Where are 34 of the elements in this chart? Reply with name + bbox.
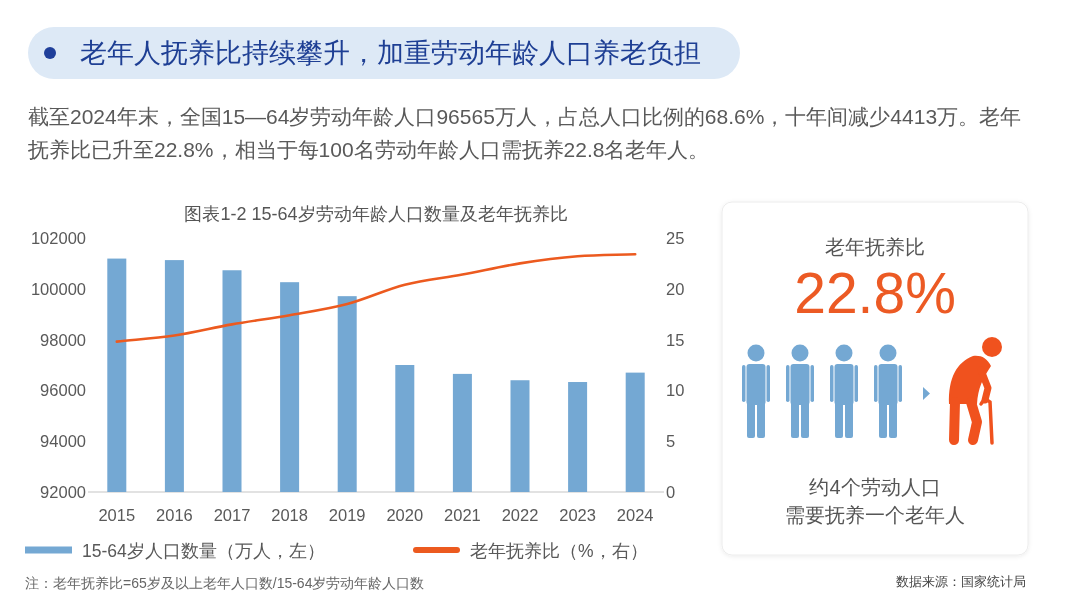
- x-tick-label: 2019: [328, 506, 366, 524]
- legend-label: 老年抚养比（%，右）: [470, 540, 648, 561]
- y-tick-label: 100000: [30, 279, 86, 298]
- y-tick-label: 92000: [40, 483, 86, 501]
- x-tick-label: 2022: [501, 506, 539, 524]
- text: 老年抚养比: [825, 236, 925, 258]
- text: 老年人抚养比持续攀升，加重劳动年龄人口养老负担: [80, 37, 701, 70]
- y-tick-label: 96000: [40, 381, 86, 400]
- chart-title: 图表1-2 15-64岁劳动年龄人口数量及老年抚养比: [184, 203, 568, 224]
- text: 截至2024年末，全国15—64岁劳动年龄人口96565万人，占总人口比例的68.6%，十年间减少4413万。老年抚养比已升至22.8%，相当于每100名劳动年龄人口需抚养22.8名老年人。: [28, 104, 1023, 163]
- x-tick-label: 2017: [213, 506, 251, 524]
- source-note: 数据来源：国家统计局: [896, 574, 1026, 589]
- line-series: [115, 252, 637, 343]
- x-tick-label: 2020: [386, 506, 424, 524]
- y-tick-label: 98000: [40, 330, 86, 349]
- y2-tick-label: 15: [666, 330, 685, 349]
- x-tick-label: 2015: [98, 506, 136, 524]
- x-tick-label: 2018: [271, 506, 308, 524]
- text: 注：老年抚养比=65岁及以上老年人口数/15-64岁劳动年龄人口数: [25, 575, 425, 591]
- x-tick-label: 2023: [559, 506, 596, 524]
- text: 22.8%: [794, 261, 956, 325]
- y2-tick-label: 25: [666, 229, 685, 247]
- y2-tick-label: 10: [666, 381, 685, 400]
- y-tick-label: 102000: [30, 229, 86, 247]
- y-tick-label: 94000: [40, 432, 86, 451]
- x-tick-label: 2021: [444, 506, 481, 524]
- y2-tick-label: 0: [666, 483, 676, 501]
- text: 约4个劳动人口: [809, 476, 941, 498]
- legend-label: 15-64岁人口数量（万人，左）: [82, 540, 325, 561]
- text: 需要抚养一个老年人: [785, 504, 965, 526]
- y2-tick-label: 5: [666, 432, 676, 451]
- y2-tick-label: 20: [666, 279, 685, 298]
- x-tick-label: 2024: [616, 506, 654, 524]
- x-tick-label: 2016: [156, 506, 193, 524]
